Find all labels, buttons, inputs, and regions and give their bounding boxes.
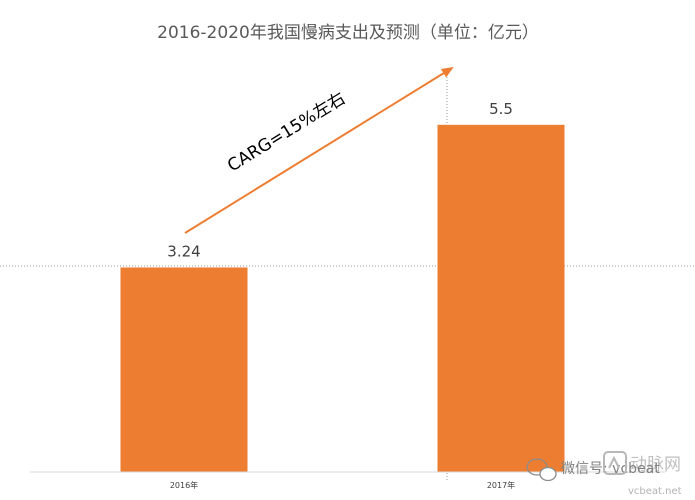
data-label-1: 5.5 [489,100,513,118]
bars-group [120,124,565,472]
watermark-brand-cn: 动脉网 [630,455,681,475]
x-tick-label-0: 2016年 [170,480,198,490]
x-tick-label-1: 2017年 [487,480,515,490]
chart-title: 2016-2020年我国慢病支出及预测（单位：亿元） [157,22,539,43]
vcbeat-logo-icon [603,451,627,475]
data-label-0: 3.24 [167,242,200,260]
bar-1 [437,124,565,472]
cagr-annotation: CARG=15%左右 [224,89,349,177]
wechat-icon [526,458,557,482]
bar-0 [120,267,248,472]
growth-arrow [184,66,454,234]
watermark-wechat-id: 微信号: vcbeat [561,461,660,477]
watermark: 微信号: vcbeat 动脉网 vcbeat.net [526,451,682,497]
watermark-brand-en: vcbeat.net [628,486,682,497]
